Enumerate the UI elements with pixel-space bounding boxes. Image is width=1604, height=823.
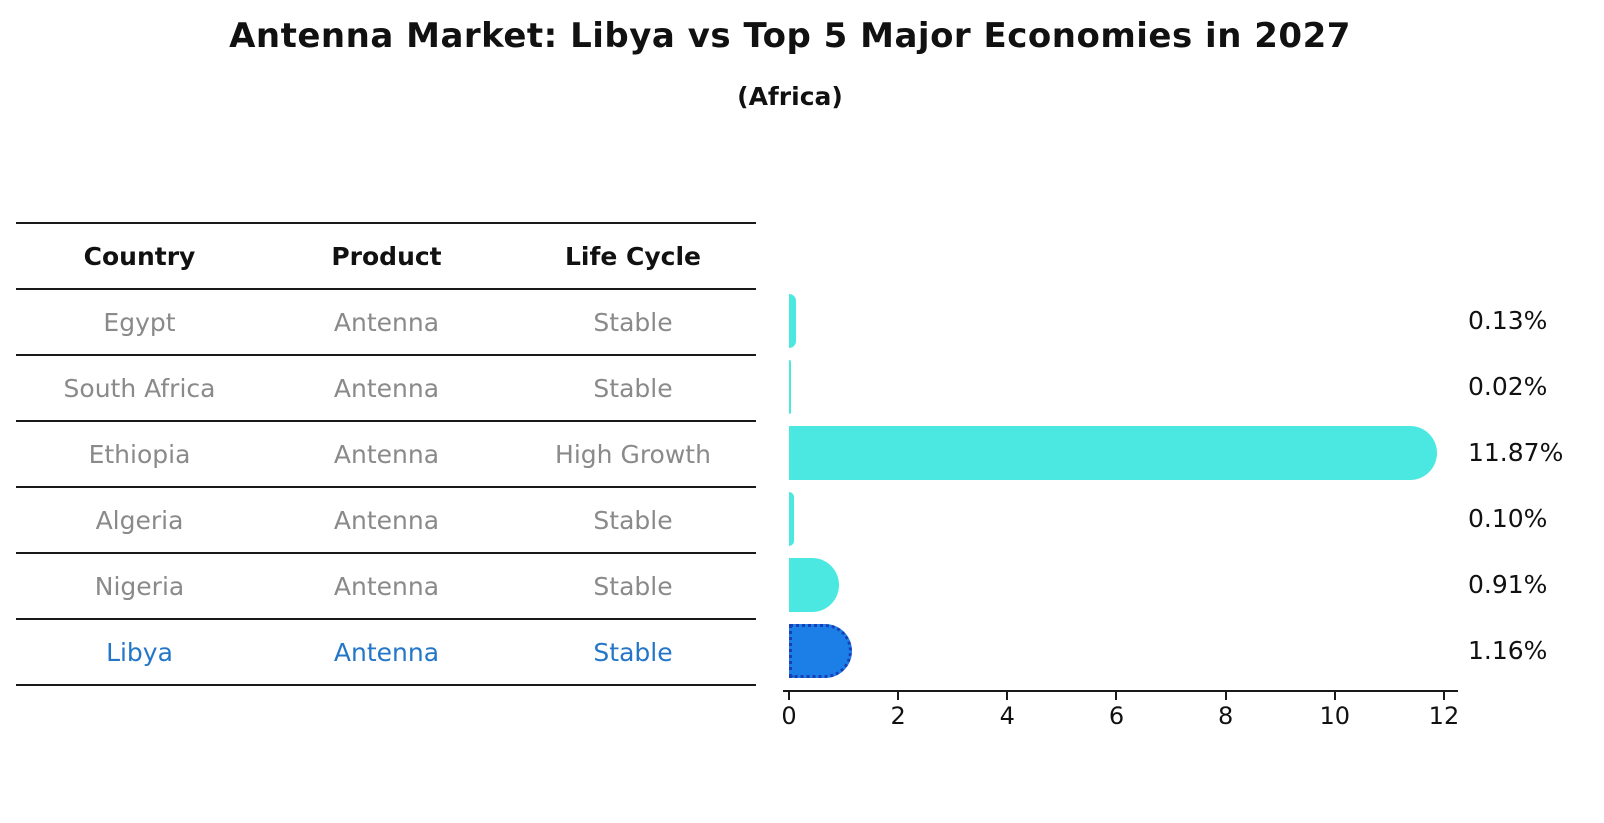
bar-south-africa [789, 360, 791, 414]
product-cell: Antenna [333, 439, 440, 469]
product-cell: Antenna [333, 373, 440, 403]
bar-value-label-south-africa: 0.02% [1468, 372, 1548, 401]
table-row-algeria: Algeria Antenna Stable [16, 488, 756, 554]
lifecycle-cell: High Growth [555, 439, 711, 469]
product-cell: Antenna [333, 571, 440, 601]
country-cell: Libya [106, 637, 173, 667]
x-axis-line [783, 690, 1458, 692]
chart-title: Antenna Market: Libya vs Top 5 Major Eco… [229, 16, 1351, 56]
country-cell: Egypt [103, 307, 176, 337]
country-cell: South Africa [63, 373, 216, 403]
bar-value-label-ethiopia: 11.87% [1468, 438, 1564, 467]
country-cell: Ethiopia [88, 439, 191, 469]
bar-value-label-libya: 1.16% [1468, 636, 1548, 665]
x-tick-6 [1115, 692, 1118, 700]
header-country: Country [83, 241, 196, 271]
table-header-row: Country Product Life Cycle [16, 224, 756, 290]
x-tick-label-8: 8 [1217, 702, 1234, 730]
x-tick-label-4: 4 [999, 702, 1015, 730]
table-body: Egypt Antenna Stable South Africa Antenn… [16, 290, 756, 686]
x-tick-2 [897, 692, 900, 700]
x-tick-4 [1006, 692, 1009, 700]
chart-subtitle: (Africa) [737, 82, 843, 111]
x-tick-0 [788, 692, 790, 700]
lifecycle-cell: Stable [593, 373, 673, 403]
table-row-nigeria: Nigeria Antenna Stable [16, 554, 756, 620]
product-cell: Antenna [333, 307, 440, 337]
header-life-cycle: Life Cycle [564, 241, 702, 271]
bar-nigeria [789, 558, 839, 612]
table-row-egypt: Egypt Antenna Stable [16, 290, 756, 356]
bar-egypt [789, 294, 797, 348]
x-tick-label-6: 6 [1108, 702, 1125, 730]
x-tick-label-0: 0 [781, 702, 797, 730]
header-product: Product [331, 241, 442, 271]
x-tick-label-10: 10 [1319, 702, 1351, 730]
lifecycle-cell: Stable [593, 505, 673, 535]
x-tick-10 [1333, 692, 1336, 700]
bar-libya [789, 624, 853, 678]
country-table: Country Product Life Cycle Egypt Antenna… [16, 222, 756, 686]
bar-value-label-algeria: 0.10% [1468, 504, 1548, 533]
lifecycle-cell: Stable [593, 637, 673, 667]
table-row-ethiopia: Ethiopia Antenna High Growth [16, 422, 756, 488]
table-row-libya: Libya Antenna Stable [16, 620, 756, 686]
bar-algeria [789, 492, 795, 546]
lifecycle-cell: Stable [593, 307, 673, 337]
x-tick-label-2: 2 [890, 702, 906, 730]
product-cell: Antenna [333, 637, 440, 667]
x-tick-12 [1442, 692, 1445, 700]
lifecycle-cell: Stable [593, 571, 673, 601]
bar-ethiopia [789, 426, 1437, 480]
country-cell: Nigeria [94, 571, 185, 601]
bar-value-label-egypt: 0.13% [1468, 306, 1548, 335]
bar-value-label-nigeria: 0.91% [1468, 570, 1548, 599]
country-cell: Algeria [95, 505, 184, 535]
x-tick-8 [1224, 692, 1227, 700]
x-tick-label-12: 12 [1428, 702, 1460, 730]
product-cell: Antenna [333, 505, 440, 535]
table-row-south-africa: South Africa Antenna Stable [16, 356, 756, 422]
